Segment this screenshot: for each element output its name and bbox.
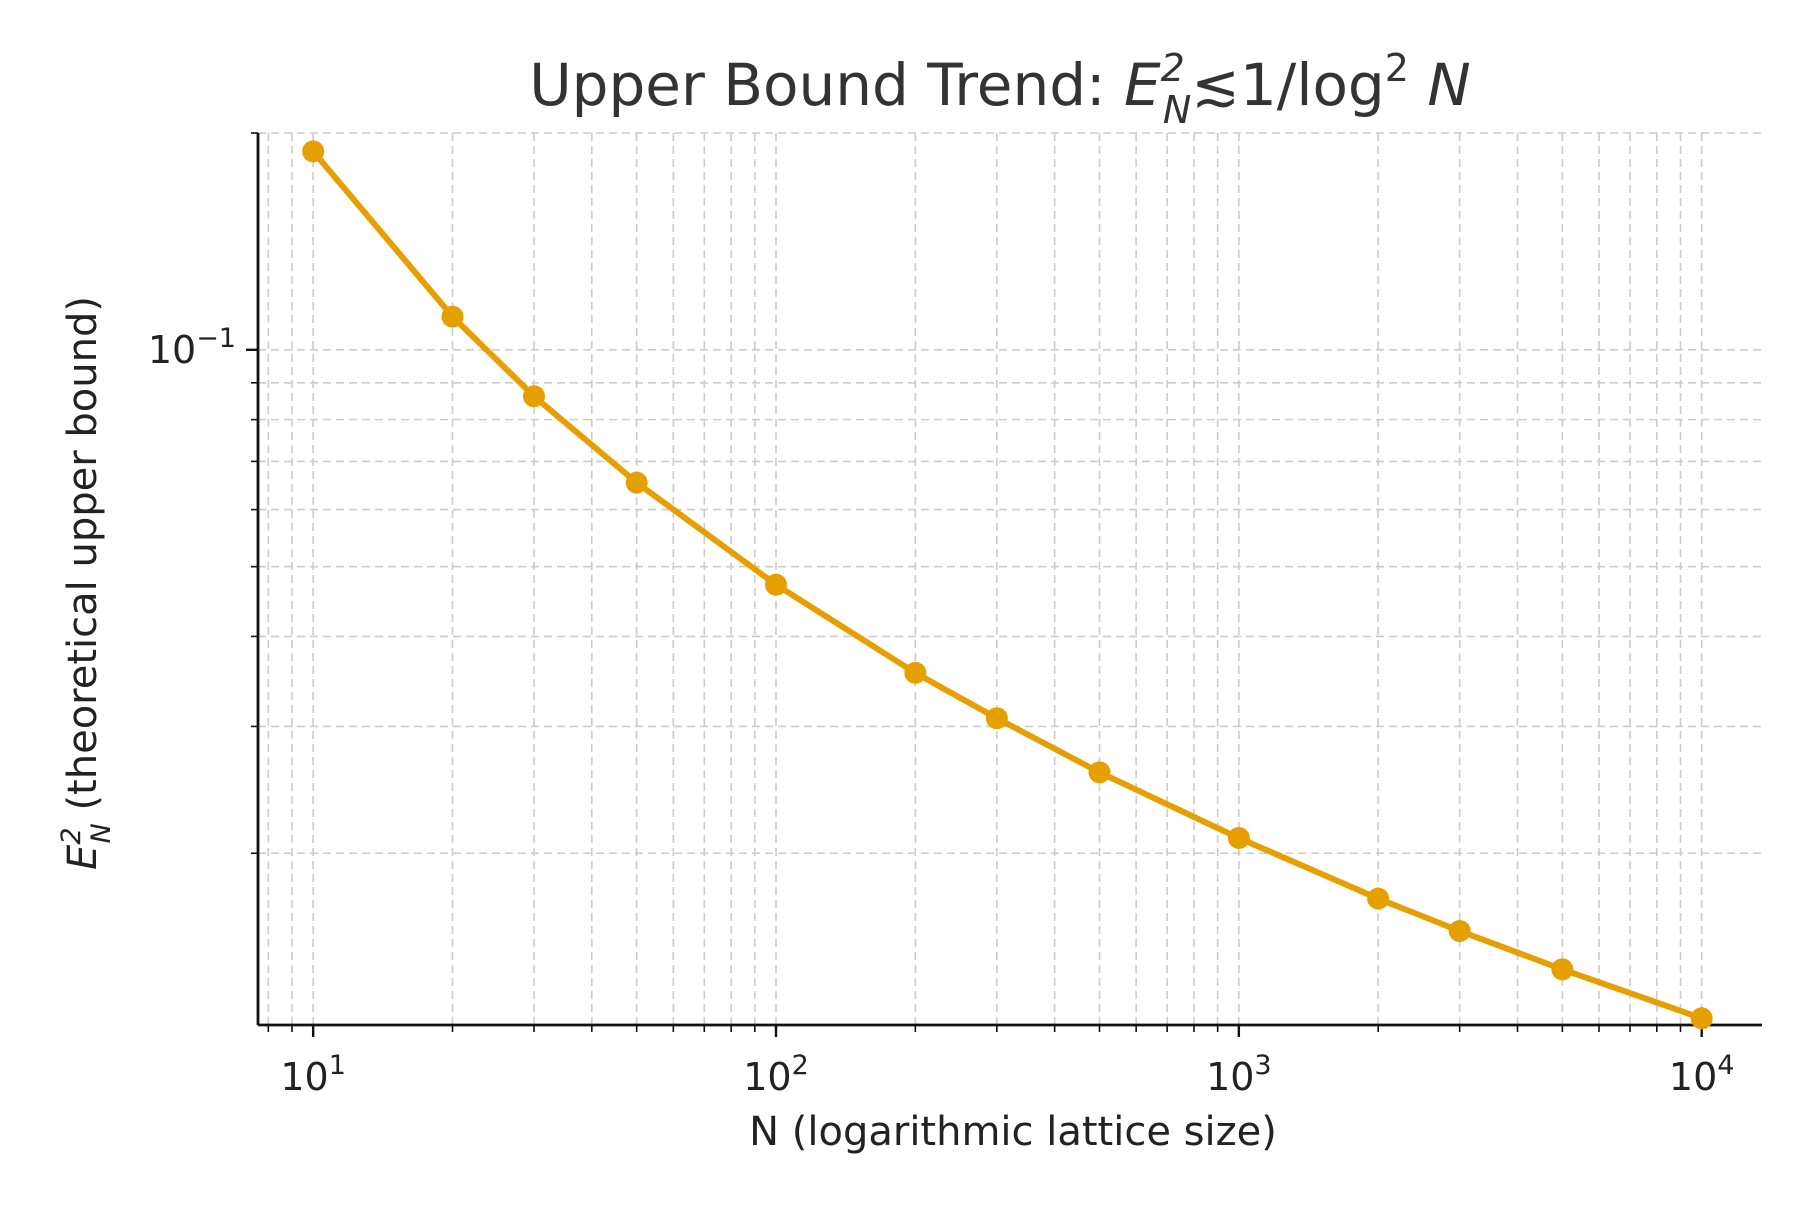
y-axis-label: E2N (theoretical upper bound) [56,296,117,870]
x-tick-label: 103 [1206,1050,1272,1099]
data-point [441,305,464,328]
data-point [1551,958,1574,981]
data-point [904,661,927,684]
data-point [1690,1007,1713,1030]
y-tick-label: 10−1 [148,323,236,372]
series-layer [302,140,1713,1030]
data-point [1088,761,1111,784]
data-point [625,471,648,494]
x-tick-label: 101 [280,1050,346,1099]
data-point [522,385,545,408]
data-point [1448,919,1471,942]
axis-ticks: 101 102 103 104 10−1 [148,132,1735,1099]
data-point [985,707,1008,730]
x-tick-label: 104 [1669,1050,1735,1099]
x-axis-label: N (logarithmic lattice size) [749,1109,1277,1155]
data-point [302,140,325,163]
data-point [1227,826,1250,849]
axes [256,133,1762,1027]
x-tick-label: 102 [743,1050,809,1099]
chart-title: Upper Bound Trend: E2 N≲1/log2 N [529,46,1471,132]
data-point [1367,887,1390,910]
data-point [765,573,788,596]
grid-lines [258,132,1762,1025]
